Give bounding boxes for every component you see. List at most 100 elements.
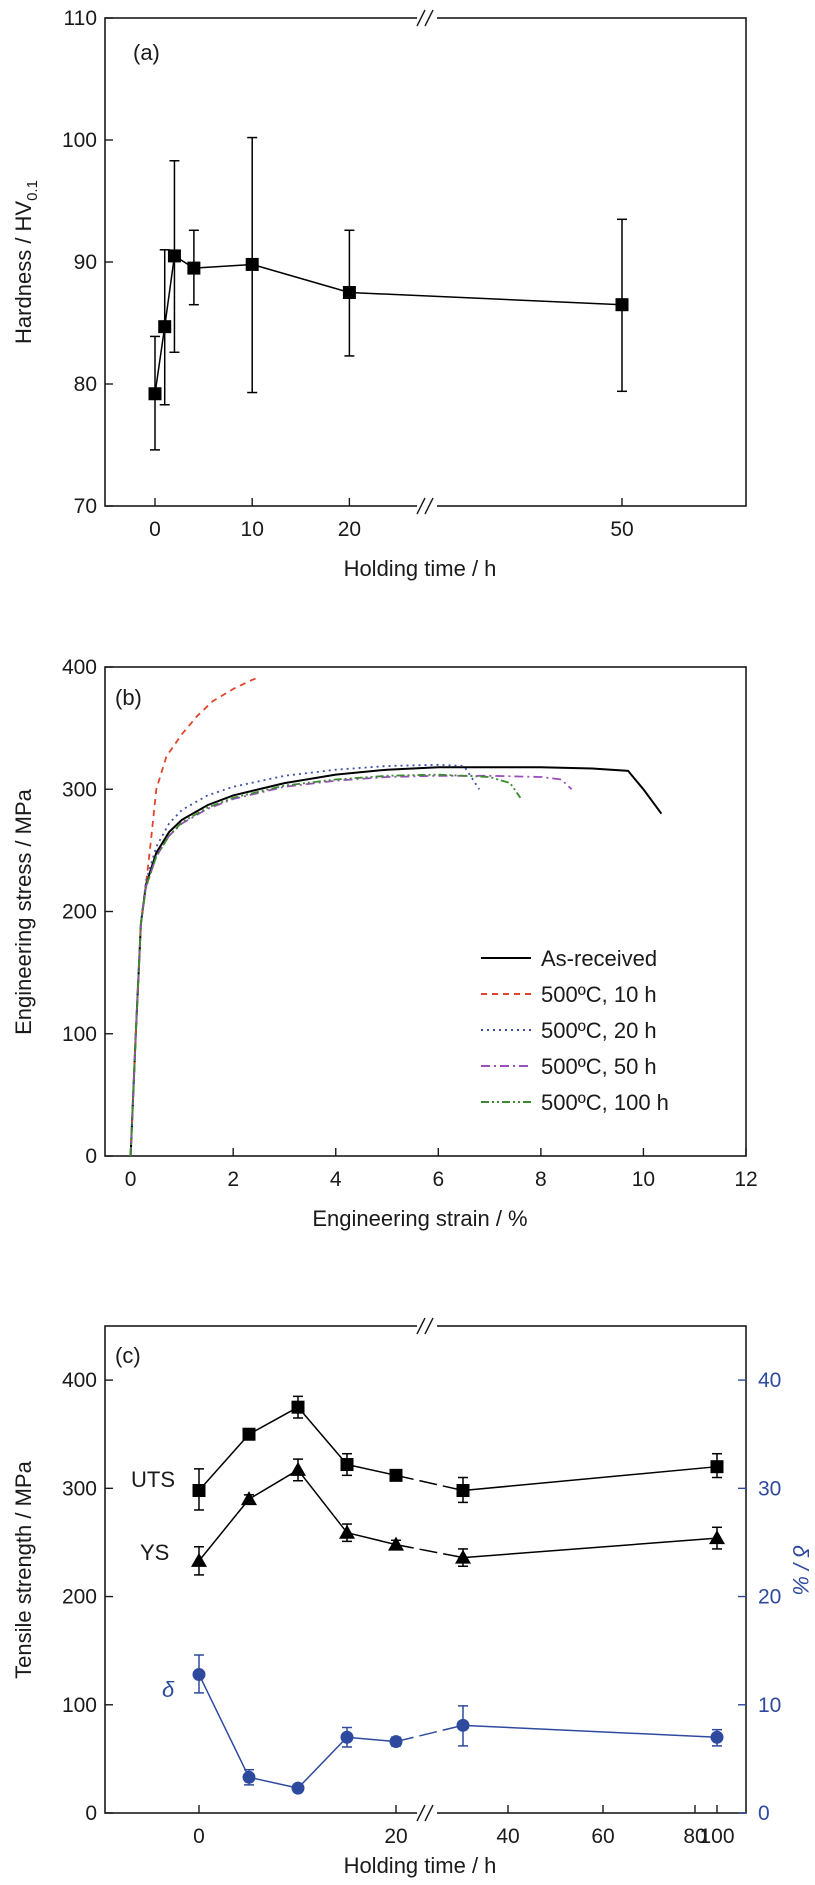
series-1-segment-6 xyxy=(462,1537,718,1559)
legend-label-4: 500ºC, 100 h xyxy=(541,1090,669,1115)
series-0-segment-2 xyxy=(248,1406,299,1435)
y-right-tick-label-1: 10 xyxy=(758,1694,781,1717)
y-right-tick-label-2: 20 xyxy=(758,1586,781,1609)
x-tick-label-1: 2 xyxy=(227,1168,239,1191)
y-tick-label-1: 100 xyxy=(62,1023,97,1046)
data-a xyxy=(148,136,629,451)
legend-label-2: 500ºC, 20 h xyxy=(541,1018,657,1043)
series-0-point-5-marker xyxy=(342,286,356,299)
axis-break-top-a-slash-1 xyxy=(416,9,426,27)
series-0-segment-2 xyxy=(163,255,176,327)
axis-break-bottom-c-slash-1 xyxy=(416,1804,426,1822)
series-label-uts: UTS xyxy=(131,1467,175,1492)
series-1-segment-5 xyxy=(395,1543,464,1559)
y-tick-label-2: 200 xyxy=(62,1586,97,1609)
series-2-point-4-marker xyxy=(389,1735,403,1749)
y-tick-label-4: 110 xyxy=(64,7,97,30)
series-line-2 xyxy=(129,763,481,1157)
series-0-segment-4 xyxy=(193,263,253,269)
legend-b: As-received 500ºC, 10 h 500ºC, 20 h 500ºC, … xyxy=(481,946,669,1115)
series-2-segment-1 xyxy=(198,1674,250,1778)
series-2-point-6-marker xyxy=(710,1730,724,1744)
y-right-tick-label-3: 30 xyxy=(758,1477,781,1500)
panel-c: (c) Holding time / h Tensile strength / … xyxy=(11,1317,813,1878)
y-axis-label-c: Tensile strength / MPa xyxy=(11,1460,36,1678)
series-0-point-3-marker xyxy=(187,261,201,275)
y-tick-label-4: 400 xyxy=(62,1369,97,1392)
x-tick-label-5: 10 xyxy=(632,1168,655,1191)
series-0-point-5-marker xyxy=(456,1483,470,1497)
y-tick-label-0: 0 xyxy=(85,1802,97,1825)
series-2-segment-5 xyxy=(395,1724,464,1743)
x-tick-label-2: 20 xyxy=(338,518,361,541)
series-0-point-2-marker xyxy=(167,249,181,263)
axis-break-top-a-gap xyxy=(417,10,437,26)
series-2-point-5-marker xyxy=(456,1718,470,1732)
axis-break-bottom-a-gap xyxy=(417,498,437,514)
series-2-segment-2 xyxy=(248,1776,299,1789)
series-0-point-1-marker xyxy=(158,320,172,334)
panel-label-c: (c) xyxy=(115,1343,141,1368)
series-1-point-5-marker xyxy=(455,1549,471,1564)
x-tick-label-80: 80 xyxy=(683,1825,706,1848)
panel-a: (a) Holding time / h Hardness / HV0.1 70… xyxy=(11,7,747,581)
series-label-ys: YS xyxy=(140,1540,169,1565)
x-tick-label-1: 20 xyxy=(384,1825,407,1848)
plot-frame-a xyxy=(104,17,747,507)
axis-break-bottom-a-slash-2 xyxy=(424,497,434,515)
x-axis-label-b: Engineering strain / % xyxy=(312,1206,527,1231)
x-tick-label-2: 40 xyxy=(496,1825,519,1848)
plot-frame-c xyxy=(104,1325,747,1814)
series-1-point-4-marker xyxy=(388,1536,404,1551)
series-line-1 xyxy=(129,677,260,1157)
x-axis-label-c: Holding time / h xyxy=(344,1853,497,1878)
series-2-segment-3 xyxy=(297,1736,348,1789)
series-1-segment-3 xyxy=(297,1469,348,1534)
panel-label-b: (b) xyxy=(115,685,142,710)
series-1-segment-2 xyxy=(248,1469,299,1500)
series-0-point-0-marker xyxy=(148,387,162,401)
ticks-a: 70 80 90 100 110 0 10 20 50 xyxy=(62,7,634,541)
y-right-tick-label-4: 40 xyxy=(758,1369,781,1392)
y-tick-label-4: 400 xyxy=(62,656,97,679)
series-1-segment-4 xyxy=(346,1531,397,1546)
series-2-segment-4 xyxy=(346,1736,397,1743)
series-2-point-1-marker xyxy=(242,1770,256,1784)
series-0-point-1-marker xyxy=(242,1427,256,1441)
y-axis-label-a: Hardness / HV0.1 xyxy=(11,180,41,344)
series-1-point-3-marker xyxy=(339,1524,355,1539)
series-0-point-4-marker xyxy=(389,1468,403,1482)
y-tick-label-3: 300 xyxy=(62,1477,97,1500)
axis-break-top-c-slash-1 xyxy=(416,1317,426,1335)
x-tick-label-3: 50 xyxy=(610,518,633,541)
y-tick-label-0: 0 xyxy=(85,1145,97,1168)
series-0-segment-4 xyxy=(346,1463,397,1477)
y-tick-label-2: 200 xyxy=(62,901,97,924)
series-0-segment-6 xyxy=(349,291,623,306)
series-0-segment-1 xyxy=(154,326,166,394)
panel-label-a: (a) xyxy=(133,40,160,65)
y-tick-label-1: 100 xyxy=(62,1694,97,1717)
series-0-point-0-marker xyxy=(192,1483,206,1497)
axis-break-bottom-c-gap xyxy=(417,1805,437,1821)
x-tick-label-0: 0 xyxy=(125,1168,137,1191)
data-c xyxy=(191,1395,725,1795)
panel-b: (b) Engineering strain / % Engineering s… xyxy=(11,656,758,1231)
axis-break-bottom-c-slash-2 xyxy=(424,1804,434,1822)
x-tick-label-1: 10 xyxy=(241,518,264,541)
series-1-point-1-marker xyxy=(241,1491,257,1506)
legend-label-0: As-received xyxy=(541,946,657,971)
x-tick-label-4: 8 xyxy=(535,1168,547,1191)
series-1-point-6-marker xyxy=(709,1530,725,1545)
x-tick-label-2: 4 xyxy=(330,1168,342,1191)
series-1-segment-1 xyxy=(198,1498,250,1562)
ticks-b: 0 100 200 300 400 0 2 4 6 8 10 12 xyxy=(62,656,758,1191)
series-0-segment-1 xyxy=(198,1433,250,1491)
data-b xyxy=(129,677,663,1157)
axis-break-bottom-a-slash-1 xyxy=(416,497,426,515)
series-0-point-3-marker xyxy=(340,1458,354,1472)
x-tick-label-0: 0 xyxy=(193,1825,205,1848)
series-2-point-3-marker xyxy=(340,1730,354,1744)
